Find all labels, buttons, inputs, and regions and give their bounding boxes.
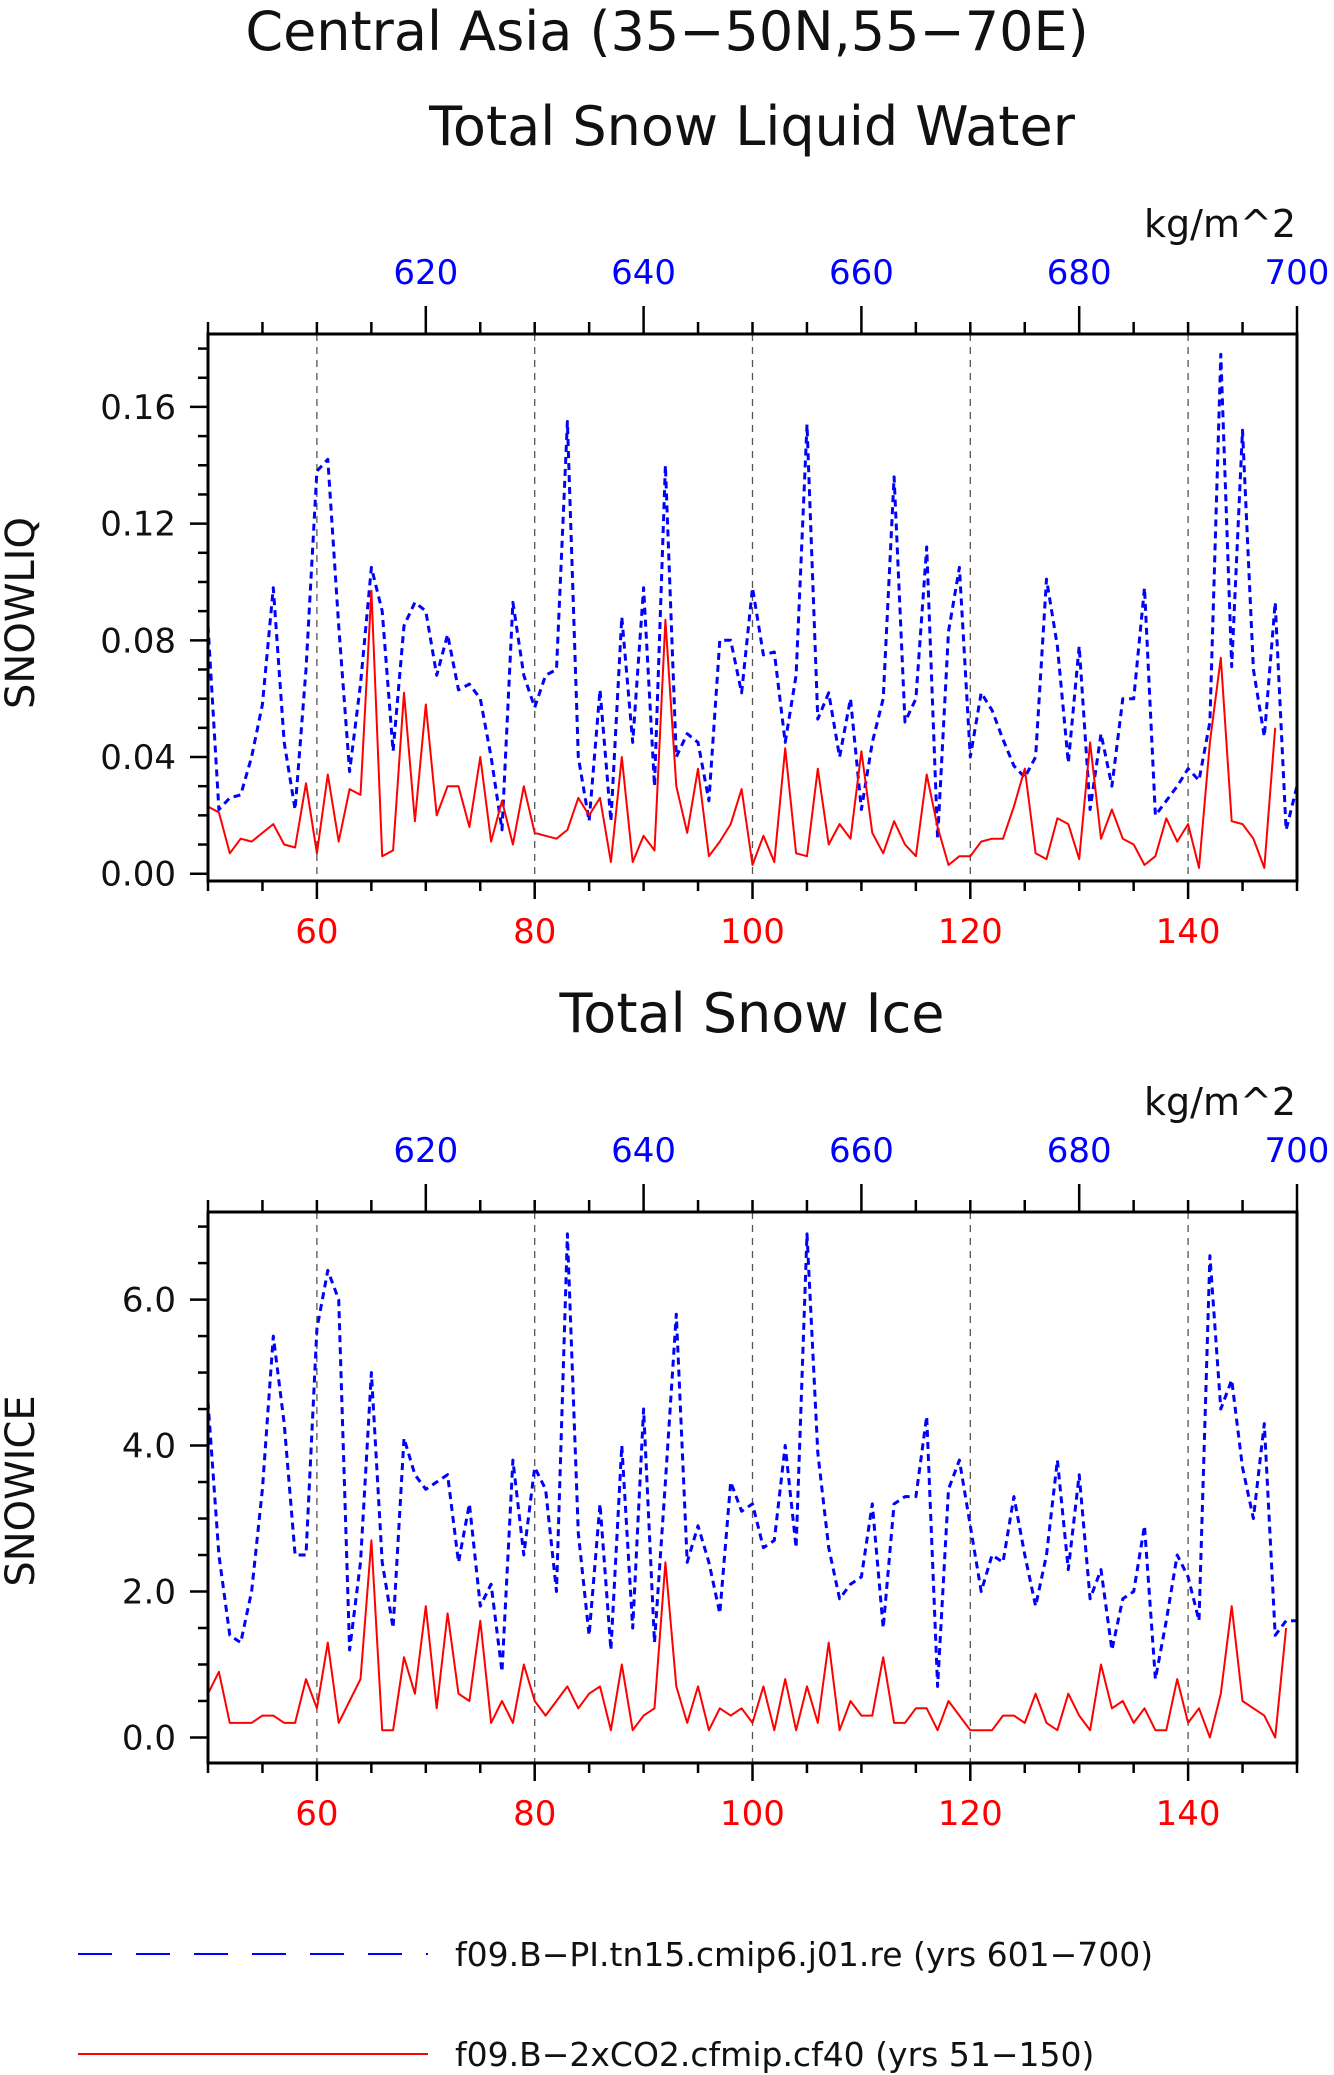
- panel2-bottom-tick-labels: 60 80 100 120 140: [295, 1794, 1220, 1834]
- top-tick-label: 680: [1047, 1131, 1112, 1171]
- y-tick-label: 0.00: [100, 855, 176, 895]
- bottom-tick-label: 60: [295, 1794, 338, 1834]
- panel1-bottom-tick-labels: 60 80 100 120 140: [295, 912, 1220, 952]
- y-tick-label: 0.08: [100, 621, 176, 661]
- panel2-plot-area: [190, 1184, 1299, 1781]
- top-tick-label: 700: [1265, 253, 1330, 293]
- bottom-tick-label: 80: [513, 1794, 556, 1834]
- legend: f09.B−PI.tn15.cmip6.j01.re (yrs 601−700)…: [78, 1935, 1153, 2074]
- panel1-y-tick-labels: 0.00 0.04 0.08 0.12 0.16: [100, 388, 176, 895]
- panel2-top-tick-labels: 620 640 660 680 700: [393, 1131, 1329, 1171]
- panel2-y-axis-label: SNOWICE: [0, 1395, 44, 1586]
- top-tick-label: 640: [611, 253, 676, 293]
- panel2-title: Total Snow Ice: [559, 982, 945, 1045]
- top-tick-label: 620: [393, 253, 458, 293]
- panel1-plot-area: [190, 306, 1299, 899]
- y-tick-label: 2.0: [122, 1572, 176, 1612]
- y-tick-label: 0.12: [100, 505, 176, 545]
- bottom-tick-label: 120: [938, 912, 1003, 952]
- panel1-title: Total Snow Liquid Water: [428, 95, 1076, 158]
- series-line-2xco2: [207, 1539, 1288, 1739]
- figure-title-region: Central Asia (35−50N,55−70E): [245, 0, 1088, 63]
- top-tick-label: 660: [829, 1131, 894, 1171]
- bottom-tick-label: 120: [938, 1794, 1003, 1834]
- top-tick-label: 660: [829, 253, 894, 293]
- panel2-y-tick-labels: 0.0 2.0 4.0 6.0: [122, 1281, 176, 1759]
- panel2-units: kg/m^2: [1144, 1080, 1296, 1124]
- panel-snowice: kg/m^2 620 640 660 680 700 60 80 100 120…: [0, 1080, 1329, 1834]
- bottom-tick-label: 140: [1156, 912, 1221, 952]
- series-line-pi: [206, 1232, 1297, 1688]
- legend-label-pi: f09.B−PI.tn15.cmip6.j01.re (yrs 601−700): [455, 1935, 1153, 1974]
- bottom-tick-label: 140: [1156, 1794, 1221, 1834]
- y-tick-label: 0.0: [122, 1718, 176, 1758]
- top-tick-label: 620: [393, 1131, 458, 1171]
- top-tick-label: 640: [611, 1131, 676, 1171]
- bottom-tick-label: 100: [720, 912, 785, 952]
- y-tick-label: 0.04: [100, 738, 176, 778]
- bottom-tick-label: 100: [720, 1794, 785, 1834]
- bottom-tick-label: 80: [513, 912, 556, 952]
- panel1-y-axis-label: SNOWLIQ: [0, 517, 44, 709]
- top-tick-label: 700: [1265, 1131, 1330, 1171]
- y-tick-label: 4.0: [122, 1427, 176, 1467]
- y-tick-label: 0.16: [100, 388, 176, 428]
- bottom-tick-label: 60: [295, 912, 338, 952]
- legend-label-2xco2: f09.B−2xCO2.cfmip.cf40 (yrs 51−150): [455, 2035, 1094, 2074]
- panel1-top-tick-labels: 620 640 660 680 700: [393, 253, 1329, 293]
- y-tick-label: 6.0: [122, 1281, 176, 1321]
- panel-snowliq: kg/m^2 620 640 660 680 700 60 80 100 120…: [0, 202, 1329, 952]
- panel1-units: kg/m^2: [1144, 202, 1296, 246]
- top-tick-label: 680: [1047, 253, 1112, 293]
- series-line-pi: [206, 352, 1299, 841]
- series-line-2xco2: [207, 589, 1277, 869]
